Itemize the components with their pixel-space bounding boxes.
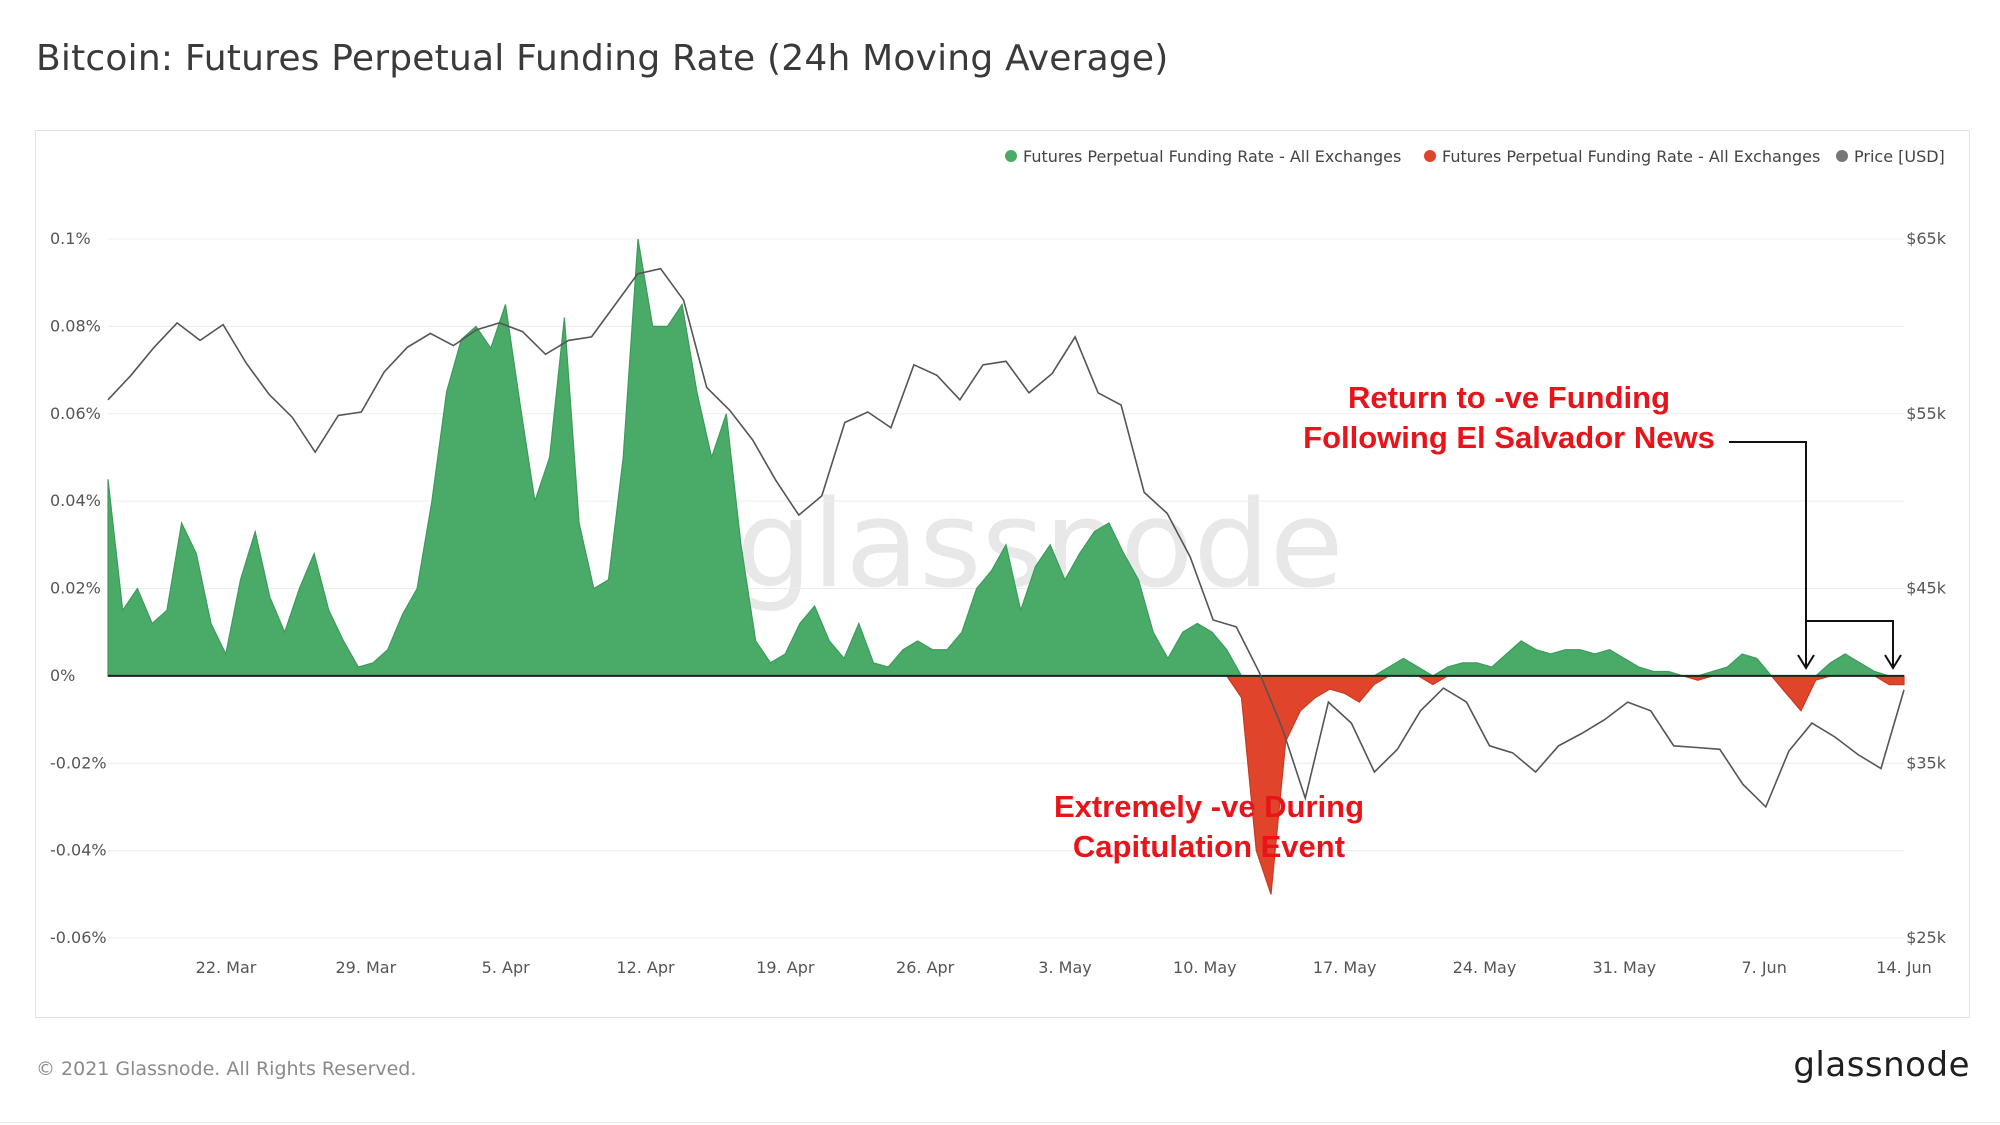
y-right-tick-label: $65k	[1906, 229, 1947, 248]
legend-label: Futures Perpetual Funding Rate - All Exc…	[1442, 147, 1820, 166]
legend-dot-icon	[1005, 150, 1017, 162]
y-left-tick-label: 0.06%	[50, 404, 101, 423]
y-left-tick-label: -0.02%	[50, 753, 107, 772]
funding-area-layer	[107, 238, 1905, 895]
y-left-tick-label: 0.08%	[50, 316, 101, 335]
x-tick-label: 19. Apr	[756, 958, 815, 977]
footer-logo[interactable]: glassnode	[1793, 1045, 1970, 1085]
annotation-arrowhead-icon	[1884, 654, 1902, 670]
legend-label: Price [USD]	[1854, 147, 1945, 166]
x-tick-label: 3. May	[1038, 958, 1091, 977]
y-right-tick-label: $25k	[1906, 928, 1947, 947]
annotation-arrow-line	[1729, 441, 1807, 666]
y-left-tick-label: 0.1%	[50, 229, 91, 248]
y-right-tick-label: $55k	[1906, 404, 1947, 423]
footer-copyright: © 2021 Glassnode. All Rights Reserved.	[36, 1058, 417, 1080]
x-tick-label: 31. May	[1593, 958, 1657, 977]
annotations: Return to -ve Funding Following El Salvad…	[1054, 380, 1902, 864]
legend-item[interactable]: Price [USD]	[1836, 147, 1945, 166]
legend[interactable]: Futures Perpetual Funding Rate - All Exc…	[1005, 147, 1945, 166]
legend-label: Futures Perpetual Funding Rate - All Exc…	[1023, 147, 1401, 166]
annotation-el-salvador-line: Following El Salvador News	[1303, 420, 1715, 455]
x-tick-label: 14. Jun	[1876, 958, 1932, 977]
price-line-layer	[107, 267, 1905, 809]
price-line	[107, 267, 1905, 809]
annotation-capitulation-line: Extremely -ve During	[1054, 789, 1364, 824]
y-left-tick-label: 0.02%	[50, 579, 101, 598]
x-tick-label: 29. Mar	[335, 958, 396, 977]
legend-item[interactable]: Futures Perpetual Funding Rate - All Exc…	[1424, 147, 1820, 166]
annotation-arrowhead-icon	[1797, 654, 1815, 670]
x-tick-label: 10. May	[1173, 958, 1237, 977]
annotation-capitulation-line: Capitulation Event	[1073, 829, 1345, 864]
y-left-tick-label: 0%	[50, 666, 75, 685]
x-tick-label: 26. Apr	[896, 958, 955, 977]
x-tick-label: 12. Apr	[616, 958, 675, 977]
axis-layer: 0.1% 0.08% 0.06% 0.04% 0.02% 0% -0.02% -0.04% -0…	[50, 229, 1947, 977]
x-tick-label: 5. Apr	[482, 958, 530, 977]
y-left-tick-label: -0.04%	[50, 841, 107, 860]
y-left-tick-label: 0.04%	[50, 491, 101, 510]
legend-dot-icon	[1836, 150, 1848, 162]
positive-funding-area	[107, 238, 1905, 677]
page-title: Bitcoin: Futures Perpetual Funding Rate …	[36, 38, 1169, 79]
legend-item[interactable]: Futures Perpetual Funding Rate - All Exc…	[1005, 147, 1401, 166]
funding-rate-chart: glassnode 0.1%0.08%0.06%0.04%0.02%0%-0.0…	[50, 147, 1947, 977]
chart-frame: glassnode 0.1% 0.08% 0.06% 0.04% 0.02% 0% -0.0…	[35, 130, 1970, 1018]
y-right-tick-label: $45k	[1906, 579, 1947, 598]
annotation-el-salvador-line: Return to -ve Funding	[1348, 380, 1670, 415]
bottom-divider	[0, 1122, 2000, 1123]
annotation-arrow-line	[1806, 620, 1894, 666]
negative-funding-area	[107, 675, 1905, 895]
x-tick-label: 22. Mar	[196, 958, 257, 977]
x-tick-label: 17. May	[1313, 958, 1377, 977]
legend-dot-icon	[1424, 150, 1436, 162]
y-left-tick-label: -0.06%	[50, 928, 107, 947]
y-right-tick-label: $35k	[1906, 753, 1947, 772]
x-tick-label: 7. Jun	[1741, 958, 1786, 977]
x-tick-label: 24. May	[1453, 958, 1517, 977]
